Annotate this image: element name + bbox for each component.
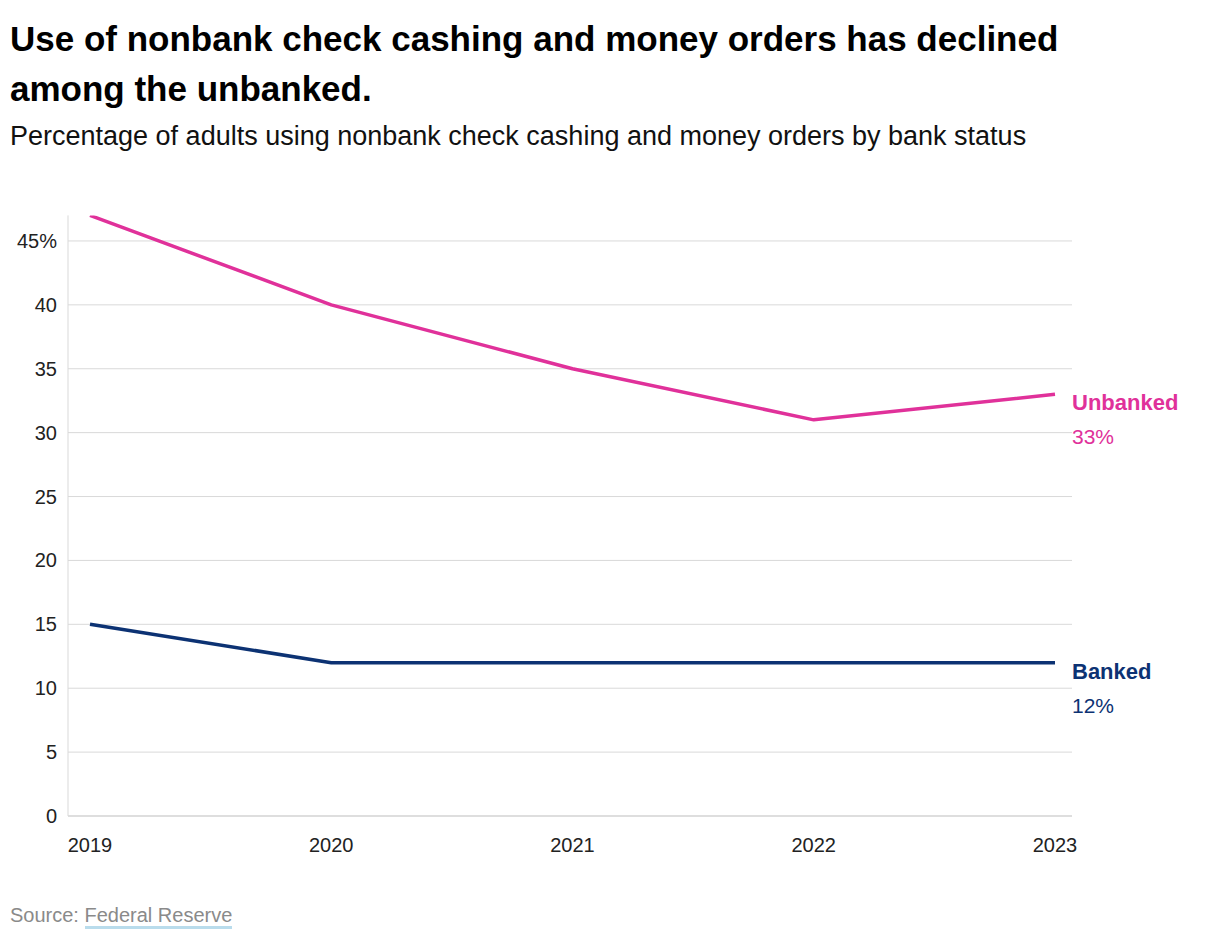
grid-line — [68, 688, 1072, 689]
grid-line — [68, 624, 1072, 625]
series-line — [90, 624, 1055, 662]
y-tick-label: 5 — [46, 741, 57, 763]
y-axis-line — [68, 215, 69, 816]
data-label: 33% — [1072, 425, 1114, 448]
x-tick-label: 2019 — [68, 834, 113, 856]
source-prefix: Source: — [10, 904, 79, 926]
y-tick-label: 0 — [46, 805, 57, 827]
grid-line — [68, 240, 1072, 241]
grid-line — [68, 496, 1072, 497]
source: Source: Federal Reserve — [10, 904, 232, 927]
y-tick-label: 30 — [35, 422, 57, 444]
y-tick-label: 15 — [35, 613, 57, 635]
x-tick-label: 2022 — [792, 834, 837, 856]
grid-line — [68, 304, 1072, 305]
chart: 0 5 10 15 20 25 30 35 40 45% 2019 2020 2021 2022 2023 U… — [0, 0, 1220, 942]
y-tick-label: 45% — [17, 230, 57, 252]
y-tick-label: 20 — [35, 549, 57, 571]
grid-line — [68, 432, 1072, 433]
series-name: Banked — [1072, 659, 1151, 684]
subtitle: Percentage of adults using nonbank check… — [10, 118, 1026, 154]
x-tick-label: 2020 — [309, 834, 354, 856]
source-link[interactable]: Federal Reserve — [85, 904, 233, 929]
series-line — [90, 215, 1055, 419]
y-tick-label: 35 — [35, 358, 57, 380]
data-label: 12% — [1072, 694, 1114, 717]
grid-line — [68, 752, 1072, 753]
y-tick-label: 10 — [35, 677, 57, 699]
grid — [68, 241, 1072, 816]
x-tick-label: 2021 — [550, 834, 595, 856]
grid-line — [68, 560, 1072, 561]
y-tick-label: 40 — [35, 294, 57, 316]
x-tick-label: 2023 — [1033, 834, 1078, 856]
title: Use of nonbank check cashing and money o… — [10, 14, 1130, 114]
lines — [90, 215, 1055, 662]
end-labels: Unbanked 33% Banked 12% — [1072, 390, 1178, 716]
grid-line — [68, 816, 1072, 817]
series-name: Unbanked — [1072, 390, 1178, 415]
y-tick-label: 25 — [35, 486, 57, 508]
